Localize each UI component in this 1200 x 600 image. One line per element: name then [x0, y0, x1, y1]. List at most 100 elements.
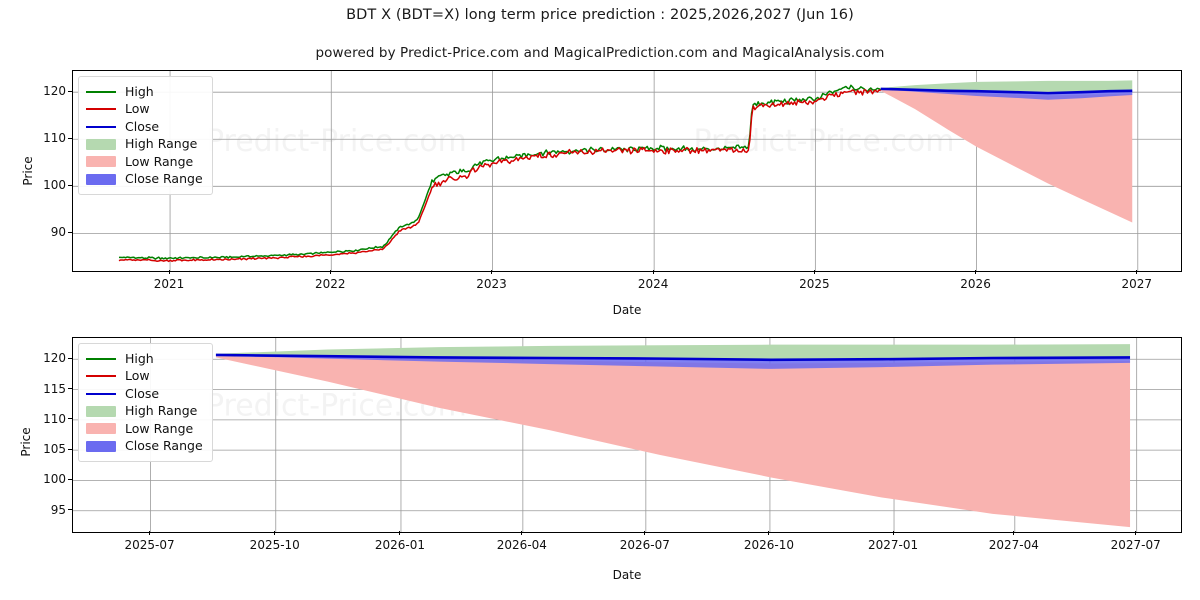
legend-item-close-range: Close Range [86, 438, 203, 456]
x-tick-label: 2025-07 [124, 538, 175, 552]
legend-item-label: Close Range [125, 171, 203, 186]
x-tick-label: 2026-07 [619, 538, 670, 552]
legend-patch-swatch [86, 423, 116, 435]
y-tick-label: 110 [43, 411, 66, 426]
top-chart-svg: Predict-Price.com Predict-Price.com [73, 71, 1181, 271]
band-high-range [215, 344, 1131, 359]
legend-line-swatch [86, 90, 116, 93]
legend-item-close: Close [86, 118, 203, 136]
y-tick-mark [68, 90, 72, 92]
top-chart-panel: Price Predict-Price.com Predict-Price.com… [21, 70, 1182, 317]
page-subtitle: powered by Predict-Price.com and Magical… [315, 45, 885, 61]
x-tick-label: 2027-07 [1110, 538, 1161, 552]
y-tick-mark [68, 478, 72, 480]
legend-patch-swatch [86, 440, 116, 452]
y-tick-label: 100 [43, 472, 66, 487]
legend-patch-swatch [86, 173, 116, 185]
y-tick-mark [68, 418, 72, 420]
legend-item-close: Close [86, 385, 203, 403]
y-tick-label: 95 [50, 502, 66, 517]
legend-item-low: Low [86, 368, 203, 386]
legend-item-label: Low Range [125, 420, 194, 436]
y-tick-mark [68, 357, 72, 359]
legend-item-label: Close Range [125, 438, 203, 453]
x-tick-label: 2023 [476, 277, 507, 291]
legend-item-label: High Range [125, 136, 198, 151]
legend-item-label: Low [125, 101, 150, 116]
x-tick-mark [813, 270, 815, 274]
legend-item-high-range: High Range [86, 403, 203, 421]
legend-item-label: High [125, 83, 154, 99]
x-tick-mark [1013, 531, 1015, 535]
legend-patch-swatch [86, 156, 116, 168]
legend-patch-swatch [86, 405, 116, 417]
legend-item-low: Low [86, 101, 203, 119]
x-tick-mark [490, 270, 492, 274]
legend-item-label: High [125, 350, 154, 366]
legend-item-high-range: High Range [86, 136, 203, 154]
top-plot-area: Predict-Price.com Predict-Price.com [72, 70, 1182, 272]
x-tick-mark [1136, 270, 1138, 274]
legend-item-high: High [86, 83, 203, 101]
y-tick-label: 90 [50, 225, 66, 240]
legend-item-close-range: Close Range [86, 171, 203, 189]
x-tick-label: 2027-04 [988, 538, 1039, 552]
bottom-legend: High Low Close High Range Low Range Close Ran… [78, 343, 213, 462]
bottom-chart-panel: Price Predict-Price.comPredict-Price.com… [0, 320, 1200, 600]
legend-item-label: Close [125, 385, 160, 401]
x-tick-mark [768, 531, 770, 535]
x-tick-mark [652, 270, 654, 274]
x-tick-label: 2022 [314, 277, 346, 291]
x-tick-mark [274, 531, 276, 535]
x-tick-label: 2027 [1121, 277, 1153, 291]
y-tick-mark [68, 509, 72, 511]
legend-item-low-range: Low Range [86, 420, 203, 438]
band-low-range [215, 356, 1131, 528]
y-tick-mark [68, 448, 72, 450]
x-tick-mark [644, 531, 646, 535]
y-tick-label: 120 [43, 351, 66, 366]
x-tick-mark [399, 531, 401, 535]
legend-line-swatch [86, 357, 116, 360]
legend-item-high: High [86, 350, 203, 368]
y-tick-label: 100 [43, 178, 66, 193]
x-tick-mark [168, 270, 170, 274]
series-low [118, 88, 881, 263]
x-tick-label: 2025-10 [249, 538, 300, 552]
y-tick-label: 110 [43, 131, 66, 146]
y-tick-mark [68, 184, 72, 186]
band-low-range [880, 89, 1133, 223]
y-tick-label: 120 [43, 84, 66, 99]
page-title: BDT X (BDT=X) long term price prediction… [346, 7, 854, 23]
legend-item-low-range: Low Range [86, 153, 203, 171]
top-legend: High Low Close High Range Low Range Close Ran… [78, 76, 213, 195]
legend-item-label: Low [125, 368, 150, 383]
x-tick-mark [975, 270, 977, 274]
y-tick-label: 115 [43, 381, 66, 396]
x-tick-mark [149, 531, 151, 535]
x-tick-label: 2027-01 [867, 538, 919, 552]
series-close [215, 353, 1131, 362]
legend-line-swatch [86, 125, 116, 128]
x-tick-mark [892, 531, 894, 535]
x-tick-label: 2026 [960, 277, 991, 291]
legend-line-swatch [86, 108, 116, 111]
y-tick-mark [68, 231, 72, 233]
x-tick-label: 2021 [153, 277, 185, 291]
legend-line-swatch [86, 392, 116, 395]
legend-patch-swatch [86, 138, 116, 150]
y-tick-label: 105 [43, 442, 66, 457]
y-tick-mark [68, 137, 72, 139]
legend-line-swatch [86, 375, 116, 378]
legend-item-label: Low Range [125, 153, 194, 169]
legend-item-label: High Range [125, 403, 198, 418]
top-x-axis-label: Date [612, 303, 642, 317]
watermark: Predict-Price.com [693, 124, 954, 159]
x-tick-label: 2025 [799, 277, 830, 291]
x-tick-label: 2026-10 [743, 538, 794, 552]
x-tick-mark [521, 531, 523, 535]
legend-item-label: Close [125, 118, 160, 134]
